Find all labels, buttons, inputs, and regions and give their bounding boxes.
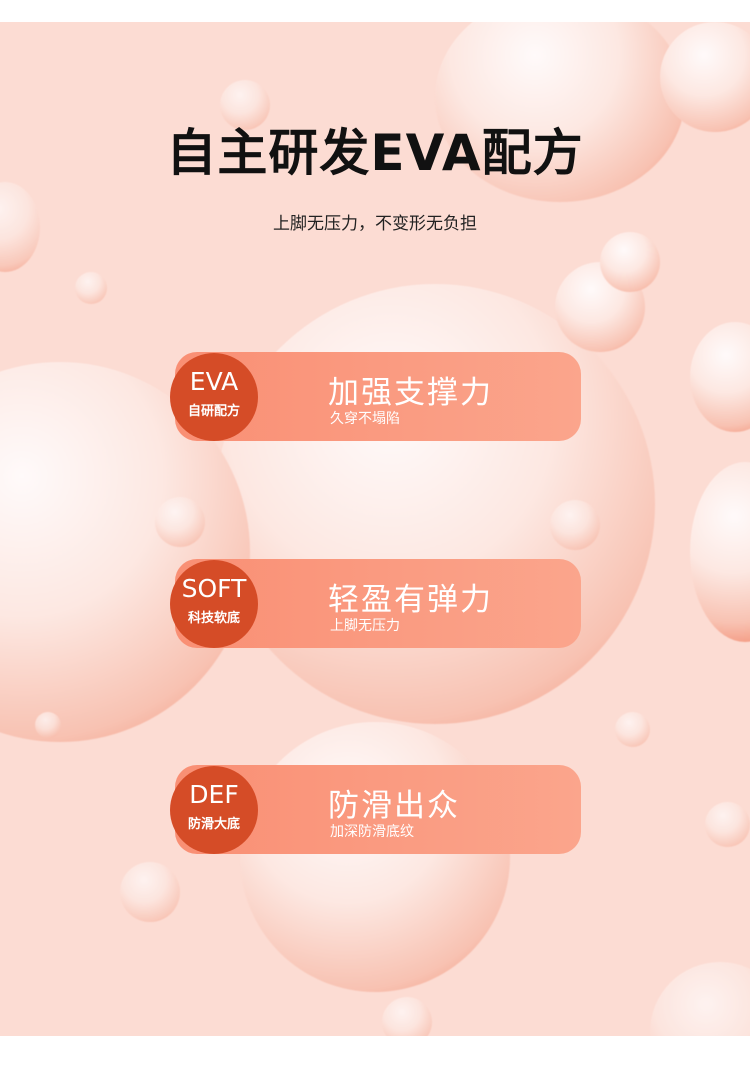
bubble: [615, 712, 650, 747]
feature-desc: 久穿不塌陷: [330, 411, 400, 427]
bubble: [240, 722, 510, 992]
bubble: [705, 802, 750, 847]
feature-heading: 防滑出众: [328, 788, 460, 824]
feature-heading: 轻盈有弹力: [328, 582, 493, 618]
badge-main: EVA: [189, 367, 239, 396]
feature-badge: SOFT 科技软底: [170, 560, 258, 648]
feature-badge: DEF 防滑大底: [170, 766, 258, 854]
badge-sub: 防滑大底: [187, 817, 240, 832]
badge-sub: 科技软底: [187, 611, 240, 626]
bubble: [75, 272, 107, 304]
feature-desc: 加深防滑底纹: [330, 824, 414, 840]
bubble: [435, 22, 685, 202]
page-subtitle: 上脚无压力，不变形无负担: [273, 214, 477, 234]
bubble: [690, 322, 750, 432]
bubble: [550, 500, 600, 550]
bubble: [155, 497, 205, 547]
feature-badge: EVA 自研配方: [170, 353, 258, 441]
badge-sub: 自研配方: [187, 404, 240, 419]
bubble: [220, 80, 270, 130]
bubble: [660, 22, 750, 132]
bubble: [120, 862, 180, 922]
bubble: [382, 997, 432, 1036]
feature-desc: 上脚无压力: [330, 618, 400, 634]
badge-main: DEF: [189, 780, 239, 809]
bubble: [650, 962, 750, 1036]
bubble: [600, 232, 660, 292]
bubble: [35, 712, 61, 738]
bubble: [690, 462, 750, 642]
page-title: 自主研发EVA配方: [166, 124, 584, 182]
feature-heading: 加强支撑力: [328, 375, 493, 411]
badge-main: SOFT: [181, 574, 247, 603]
